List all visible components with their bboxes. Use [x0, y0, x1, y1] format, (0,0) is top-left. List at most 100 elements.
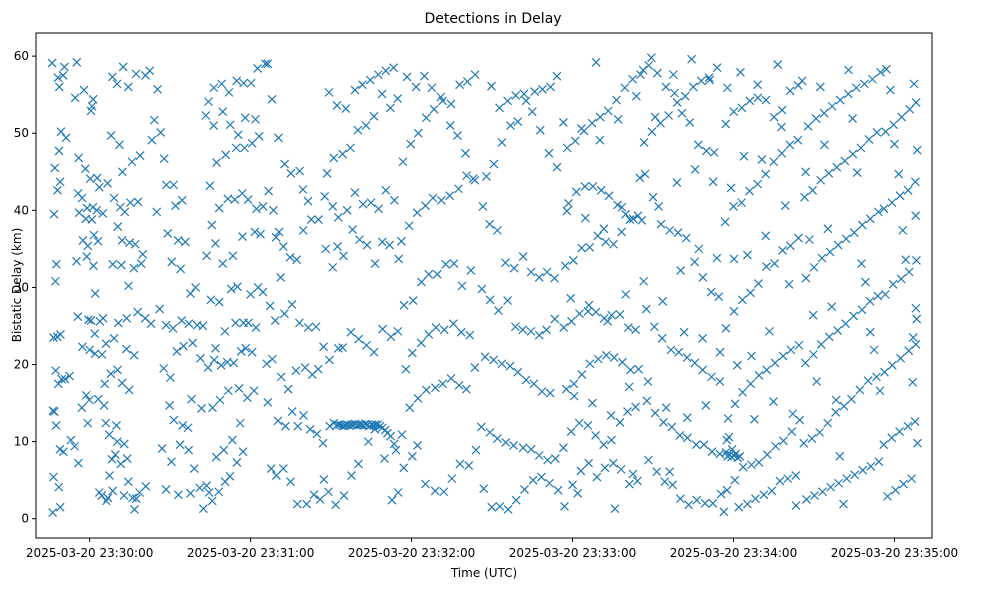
scatter-point [546, 82, 555, 92]
scatter-point [494, 306, 503, 315]
scatter-point [912, 145, 922, 155]
scatter-point [332, 101, 342, 110]
scatter-point [246, 78, 256, 88]
scatter-point [648, 192, 658, 202]
scatter-point [542, 325, 551, 335]
scatter-point [278, 242, 288, 251]
scatter-point [715, 347, 725, 357]
scatter-point [286, 168, 296, 178]
scatter-point [842, 474, 852, 484]
scatter-point [562, 143, 572, 153]
scatter-point [690, 257, 700, 267]
scatter-point [552, 71, 562, 81]
scatter-point [576, 124, 586, 134]
scatter-point [116, 260, 126, 270]
scatter-point [770, 259, 779, 268]
scatter-point [258, 287, 268, 297]
scatter-point [720, 217, 730, 227]
scatter-point [49, 209, 59, 219]
scatter-point [865, 214, 875, 224]
scatter-point [109, 333, 119, 343]
scatter-point [569, 379, 579, 389]
scatter-point [124, 385, 134, 395]
scatter-point [466, 266, 476, 275]
scatter-point [168, 323, 178, 333]
scatter-point [313, 364, 323, 374]
scatter-point [784, 279, 794, 289]
y-tick-label: 0 [21, 512, 29, 526]
scatter-point [191, 283, 201, 292]
x-tick-label: 2025-03-20 23:34:00 [670, 546, 797, 560]
scatter-point [716, 489, 726, 499]
scatter-point [201, 111, 211, 120]
scatter-point [225, 120, 235, 130]
scatter-point [120, 207, 130, 217]
scatter-point [186, 289, 195, 299]
scatter-point [370, 424, 380, 434]
scatter-point [661, 403, 671, 413]
scatter-point [447, 474, 457, 484]
scatter-point [278, 464, 288, 474]
scatter-point [552, 162, 562, 172]
scatter-point [58, 447, 68, 457]
scatter-point [87, 101, 97, 111]
scatter-point [206, 295, 216, 305]
scatter-point [178, 421, 188, 430]
scatter-point [753, 80, 763, 90]
scatter-point [643, 377, 653, 386]
scatter-point [411, 82, 421, 92]
scatter-point [841, 319, 851, 329]
scatter-point [49, 407, 59, 416]
scatter-point [325, 355, 334, 365]
scatter-point [564, 198, 573, 208]
scatter-point [214, 487, 224, 497]
scatter-point [212, 158, 221, 167]
scatter-point [93, 236, 103, 246]
scatter-point [823, 418, 833, 428]
scatter-point [267, 94, 277, 104]
scatter-point [56, 127, 66, 137]
scatter-point [647, 127, 657, 137]
scatter-point [518, 325, 528, 335]
scatter-point [421, 201, 430, 211]
scatter-point [802, 495, 811, 504]
scatter-point [478, 202, 488, 211]
scatter-point [445, 191, 455, 201]
scatter-point [911, 303, 921, 313]
scatter-point [769, 397, 778, 406]
scatter-point [880, 289, 890, 299]
scatter-point [568, 256, 578, 265]
scatter-point [50, 163, 60, 173]
y-tick-label: 60 [14, 49, 29, 63]
scatter-point [165, 400, 175, 410]
scatter-point [398, 157, 408, 167]
scatter-point [129, 350, 139, 360]
scatter-point [402, 72, 412, 82]
scatter-point [875, 386, 885, 396]
scatter-point [685, 118, 695, 127]
scatter-point [721, 119, 731, 129]
scatter-point [698, 333, 708, 343]
scatter-point [189, 464, 199, 474]
scatter-point [852, 168, 862, 177]
scatter-point [103, 178, 113, 188]
scatter-point [113, 365, 122, 375]
scatter-point [489, 159, 499, 169]
scatter-point [873, 207, 883, 217]
scatter-point [74, 153, 84, 163]
scatter-point [785, 241, 795, 251]
scatter-point [211, 343, 220, 353]
scatter-point [526, 444, 536, 454]
scatter-point [263, 59, 273, 69]
scatter-point [850, 470, 860, 480]
scatter-point [407, 348, 417, 358]
scatter-point [897, 112, 907, 122]
scatter-point [292, 255, 302, 265]
scatter-point [101, 418, 111, 428]
scatter-point [911, 211, 921, 221]
scatter-point [613, 114, 623, 124]
scatter-point [159, 363, 169, 373]
scatter-point [729, 254, 739, 264]
scatter-point [238, 232, 247, 241]
scatter-point [644, 455, 653, 465]
